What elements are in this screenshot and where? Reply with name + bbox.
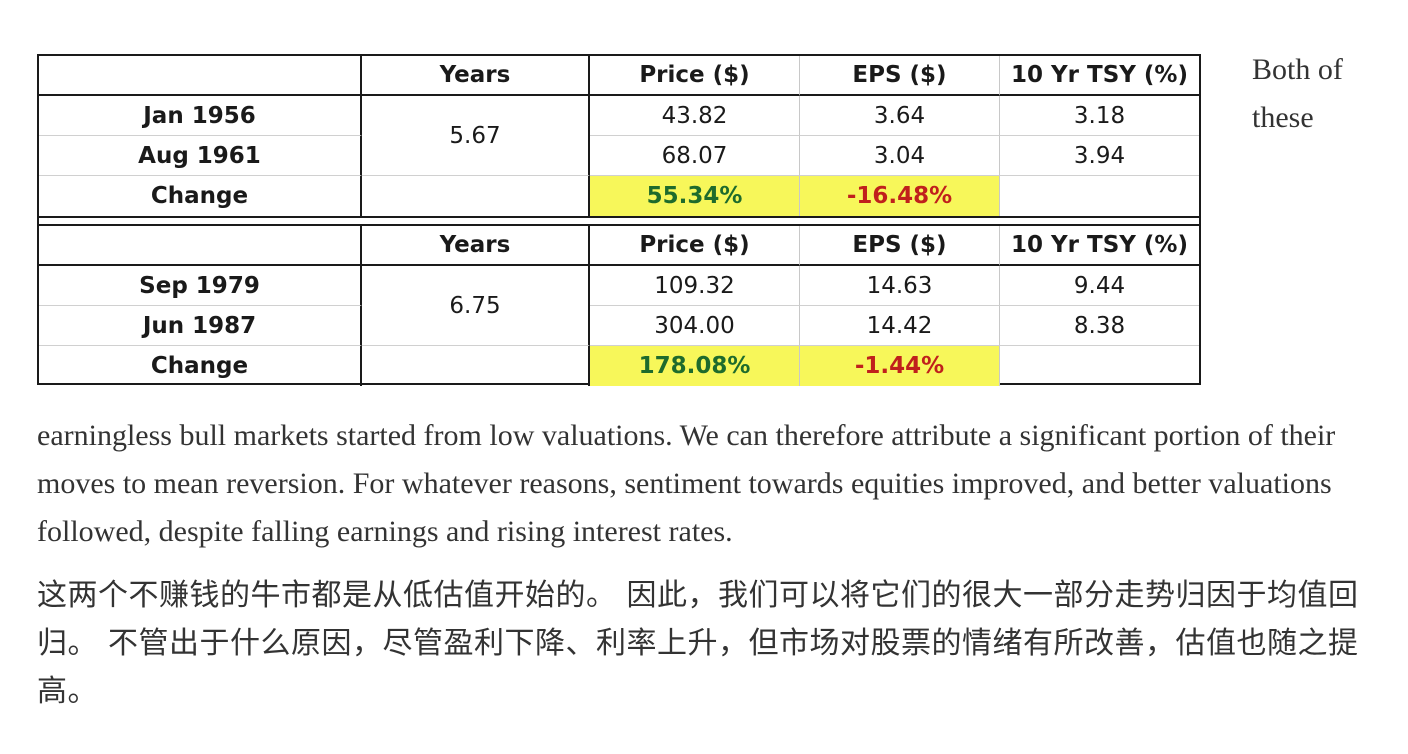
tsy-value: 9.44 [1000, 266, 1199, 306]
change-label: Change [39, 176, 362, 216]
header-tsy: 10 Yr TSY (%) [1000, 226, 1199, 266]
header-eps: EPS ($) [800, 56, 1000, 96]
section-divider [39, 216, 1199, 226]
header-blank-cell [39, 226, 362, 266]
eps-value: 3.04 [800, 136, 1000, 176]
header-years: Years [362, 226, 590, 266]
change-label: Change [39, 346, 362, 386]
price-value: 43.82 [590, 96, 800, 136]
change-eps-value: -16.48% [800, 176, 1000, 216]
price-value: 68.07 [590, 136, 800, 176]
price-value: 304.00 [590, 306, 800, 346]
change-price-value: 178.08% [590, 346, 800, 386]
row-label: Sep 1979 [39, 266, 362, 306]
english-paragraph: earningless bull markets started from lo… [37, 419, 1336, 548]
change-tsy-blank [1000, 346, 1199, 386]
change-years-blank [362, 346, 590, 386]
years-value: 6.75 [362, 266, 590, 346]
price-value: 109.32 [590, 266, 800, 306]
change-years-blank [362, 176, 590, 216]
tsy-value: 3.94 [1000, 136, 1199, 176]
side-text: Both of these [1252, 53, 1343, 134]
header-price: Price ($) [590, 226, 800, 266]
valuation-table: Years Price ($) EPS ($) 10 Yr TSY (%) Ja… [37, 54, 1201, 386]
tsy-value: 8.38 [1000, 306, 1199, 346]
table-section-1: Years Price ($) EPS ($) 10 Yr TSY (%) Ja… [39, 56, 1199, 216]
header-years: Years [362, 56, 590, 96]
change-eps-value: -1.44% [800, 346, 1000, 386]
header-tsy: 10 Yr TSY (%) [1000, 56, 1199, 96]
header-eps: EPS ($) [800, 226, 1000, 266]
row-label: Jan 1956 [39, 96, 362, 136]
row-label: Aug 1961 [39, 136, 362, 176]
row-label: Jun 1987 [39, 306, 362, 346]
header-price: Price ($) [590, 56, 800, 96]
eps-value: 14.63 [800, 266, 1000, 306]
header-blank-cell [39, 56, 362, 96]
chinese-paragraph: 这两个不赚钱的牛市都是从低估值开始的。 因此，我们可以将它们的很大一部分走势归因… [37, 578, 1359, 709]
change-price-value: 55.34% [590, 176, 800, 216]
eps-value: 3.64 [800, 96, 1000, 136]
eps-value: 14.42 [800, 306, 1000, 346]
table-section-2: Years Price ($) EPS ($) 10 Yr TSY (%) Se… [39, 226, 1199, 386]
change-tsy-blank [1000, 176, 1199, 216]
years-value: 5.67 [362, 96, 590, 176]
tsy-value: 3.18 [1000, 96, 1199, 136]
